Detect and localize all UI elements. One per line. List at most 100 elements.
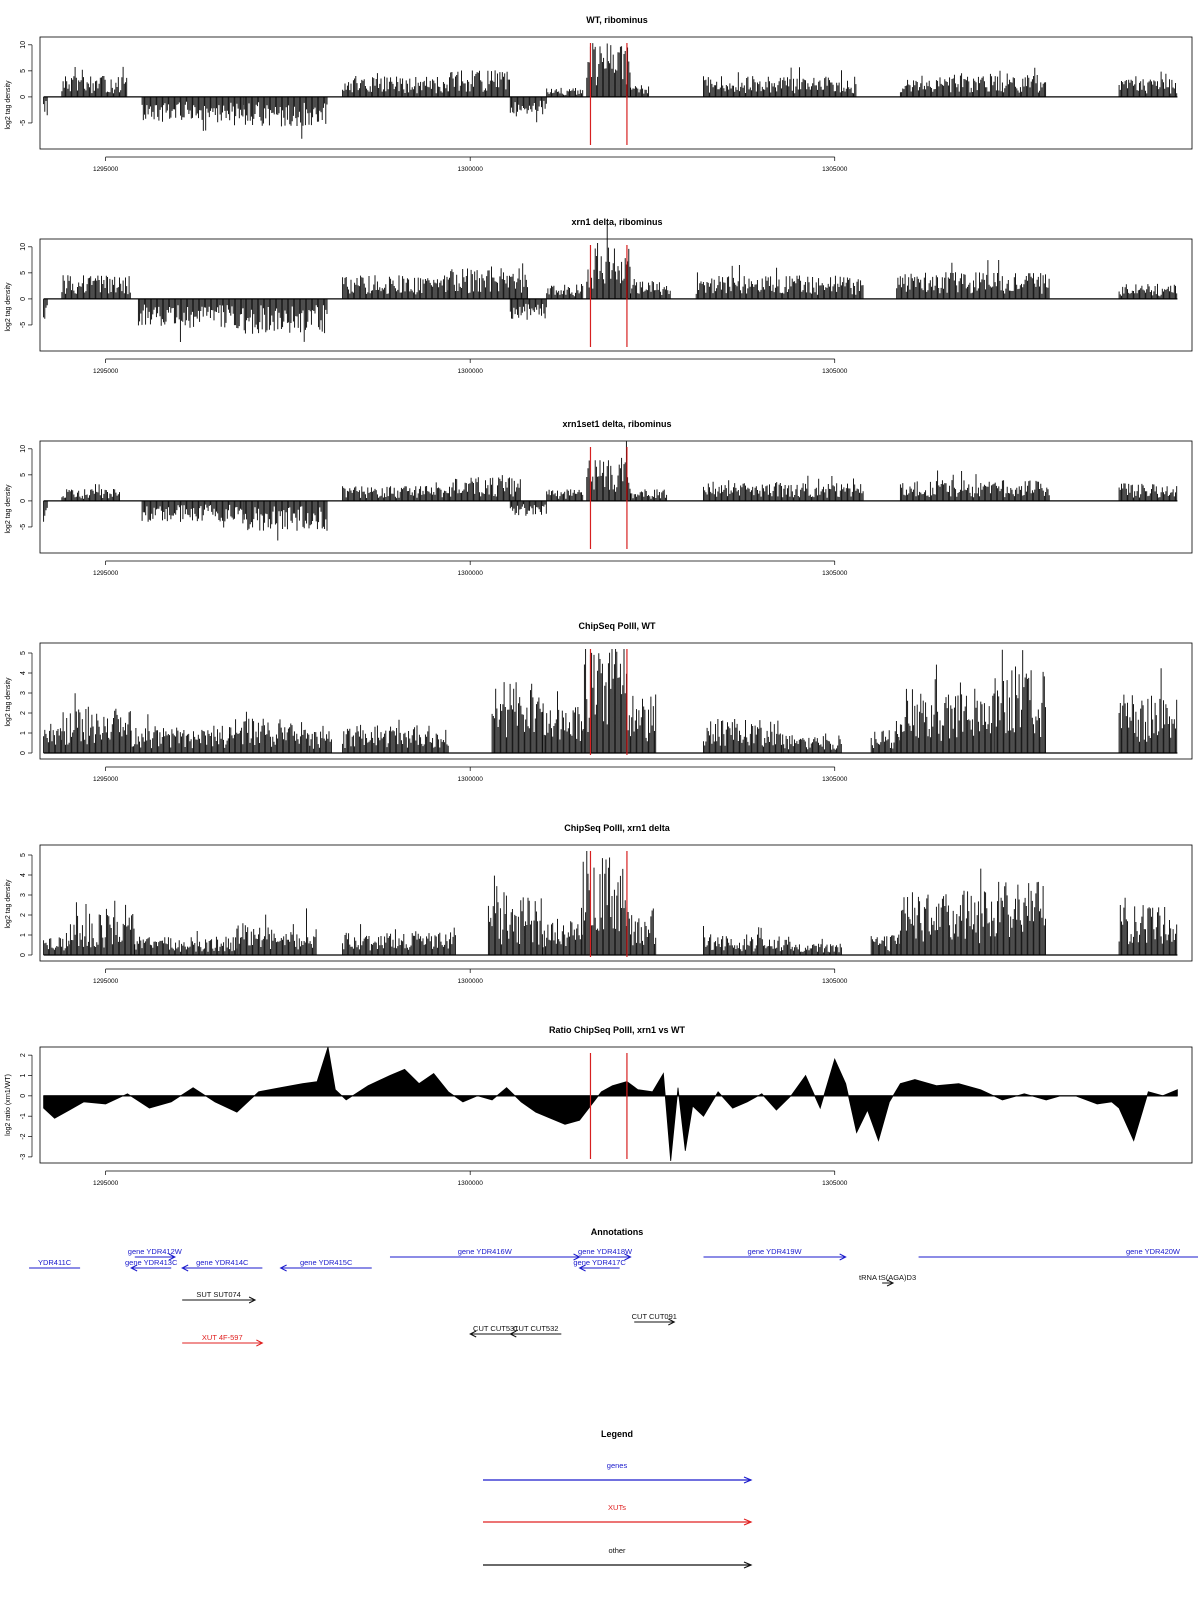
signal-segment xyxy=(491,682,543,753)
arrow-left-icon xyxy=(130,1264,138,1272)
signal-segment xyxy=(582,851,627,955)
feature-label: gene YDR418W xyxy=(578,1247,633,1256)
signal-segment xyxy=(870,934,901,955)
annotation-feature: gene YDR413C xyxy=(125,1258,178,1272)
annotation-feature: gene YDR416W xyxy=(389,1247,581,1261)
signal-segment xyxy=(630,279,671,299)
legend-item: genes xyxy=(483,1461,753,1484)
panel-title: WT, ribominus xyxy=(586,15,648,25)
signal-segment xyxy=(43,298,48,319)
y-tick-label: 0 xyxy=(20,953,27,957)
y-tick-label: -3 xyxy=(20,1154,27,1160)
feature-label: gene YDR419W xyxy=(748,1247,803,1256)
signal-segment xyxy=(899,664,995,753)
panel-title: ChipSeq PolII, WT xyxy=(579,621,656,631)
signal-segment xyxy=(447,263,528,299)
signal-segment xyxy=(542,907,584,955)
signal-segment xyxy=(703,719,784,753)
arrow-left-icon xyxy=(181,1264,189,1272)
signal-segment xyxy=(141,96,245,131)
annotation-feature: gene YDR417C xyxy=(573,1258,626,1272)
signal-segment xyxy=(790,938,842,955)
plot-frame xyxy=(39,36,1193,150)
arrow-left-icon xyxy=(469,1330,477,1338)
y-tick-label: -5 xyxy=(20,322,27,328)
y-tick-label: 0 xyxy=(20,1094,27,1098)
y-tick-label: 10 xyxy=(20,243,27,251)
y-tick-label: 0 xyxy=(20,499,27,503)
legend-item: XUTs xyxy=(483,1503,753,1526)
signal-segment xyxy=(229,711,310,753)
signal-segment xyxy=(447,70,510,97)
y-tick-label: 4 xyxy=(20,671,27,675)
y-axis-label: log2 tag density xyxy=(5,879,12,929)
legend-label: other xyxy=(608,1546,626,1555)
arrow-right-icon xyxy=(743,1561,753,1569)
x-tick-label: 1300000 xyxy=(458,368,484,375)
signal-segment xyxy=(342,924,456,955)
signal-segment xyxy=(1118,897,1178,955)
y-tick-label: 0 xyxy=(20,751,27,755)
panel-chipseq-wt: ChipSeq PolII, WT log2 tag density 0 1 2 3 4… xyxy=(5,621,1193,783)
signal-segment xyxy=(542,691,584,753)
y-tick-label: 3 xyxy=(20,893,27,897)
arrow-right-icon xyxy=(573,1253,581,1261)
signal-segment xyxy=(896,260,1050,299)
signal-segment xyxy=(994,649,1046,753)
signal-segment xyxy=(703,475,864,501)
y-axis-label: log2 tag density xyxy=(5,484,12,534)
feature-label: gene YDR417C xyxy=(573,1258,626,1267)
panel-ratio-chipseq: Ratio ChipSeq PolII, xrn1 vs WT log2 rat… xyxy=(5,1025,1193,1187)
feature-label: CUT CUT091 xyxy=(632,1312,677,1321)
y-tick-label: -1 xyxy=(20,1113,27,1119)
feature-label: gene YDR416W xyxy=(458,1247,513,1256)
arrow-right-icon xyxy=(624,1253,632,1261)
panel-xrn1set1-ribominus: xrn1set1 delta, ribominus log2 tag densi… xyxy=(5,419,1193,577)
y-tick-label: 5 xyxy=(20,651,27,655)
y-tick-label: 4 xyxy=(20,873,27,877)
plot-frame xyxy=(39,238,1193,352)
y-tick-label: 1 xyxy=(20,933,27,937)
arrow-right-icon xyxy=(743,1518,753,1526)
signal-bars xyxy=(43,851,1178,955)
y-tick-label: 5 xyxy=(20,473,27,477)
x-tick-label: 1295000 xyxy=(93,1180,119,1187)
annotation-feature: CUT CUT091 xyxy=(632,1312,677,1326)
panel-title: Ratio ChipSeq PolII, xrn1 vs WT xyxy=(549,1025,686,1035)
panel-xrn1-ribominus: xrn1 delta, ribominus log2 tag density -… xyxy=(5,217,1193,375)
annotation-feature: CUT CUT532 xyxy=(509,1324,562,1338)
signal-segment xyxy=(703,926,791,955)
annotation-feature: gene YDR415C xyxy=(279,1258,372,1272)
legend-label: XUTs xyxy=(608,1503,626,1512)
y-tick-label: -5 xyxy=(20,120,27,126)
signal-segment xyxy=(695,265,864,299)
feature-label: CUT CUT532 xyxy=(513,1324,558,1333)
x-tick-label: 1300000 xyxy=(458,166,484,173)
annotation-feature: tRNA tS(AGA)D3 xyxy=(859,1273,916,1287)
signal-segment xyxy=(43,500,48,522)
signal-segment xyxy=(309,725,332,753)
signal-segment xyxy=(236,908,317,955)
arrow-left-icon xyxy=(279,1264,287,1272)
x-tick-label: 1295000 xyxy=(93,776,119,783)
x-tick-label: 1305000 xyxy=(822,776,848,783)
legend-panel: Legend genes XUTs other xyxy=(483,1429,753,1569)
signal-segment xyxy=(243,500,328,541)
x-tick-label: 1305000 xyxy=(822,368,848,375)
y-axis-label: log2 tag density xyxy=(5,282,12,332)
signal-segment xyxy=(586,223,631,299)
signal-bars xyxy=(43,441,1178,541)
signal-segment xyxy=(703,67,857,97)
annotations-panel: Annotations YDR411C gene YDR412W gene YDR4… xyxy=(29,1227,1198,1347)
signal-segment xyxy=(994,881,1046,955)
signal-segment xyxy=(899,470,1050,501)
arrow-right-icon xyxy=(256,1339,264,1347)
arrow-right-icon xyxy=(839,1253,847,1261)
signal-segment xyxy=(783,733,842,753)
plot-frame xyxy=(39,844,1193,962)
y-tick-label: 0 xyxy=(20,297,27,301)
y-axis-label: log2 tag density xyxy=(5,80,12,130)
signal-segment xyxy=(509,298,547,320)
